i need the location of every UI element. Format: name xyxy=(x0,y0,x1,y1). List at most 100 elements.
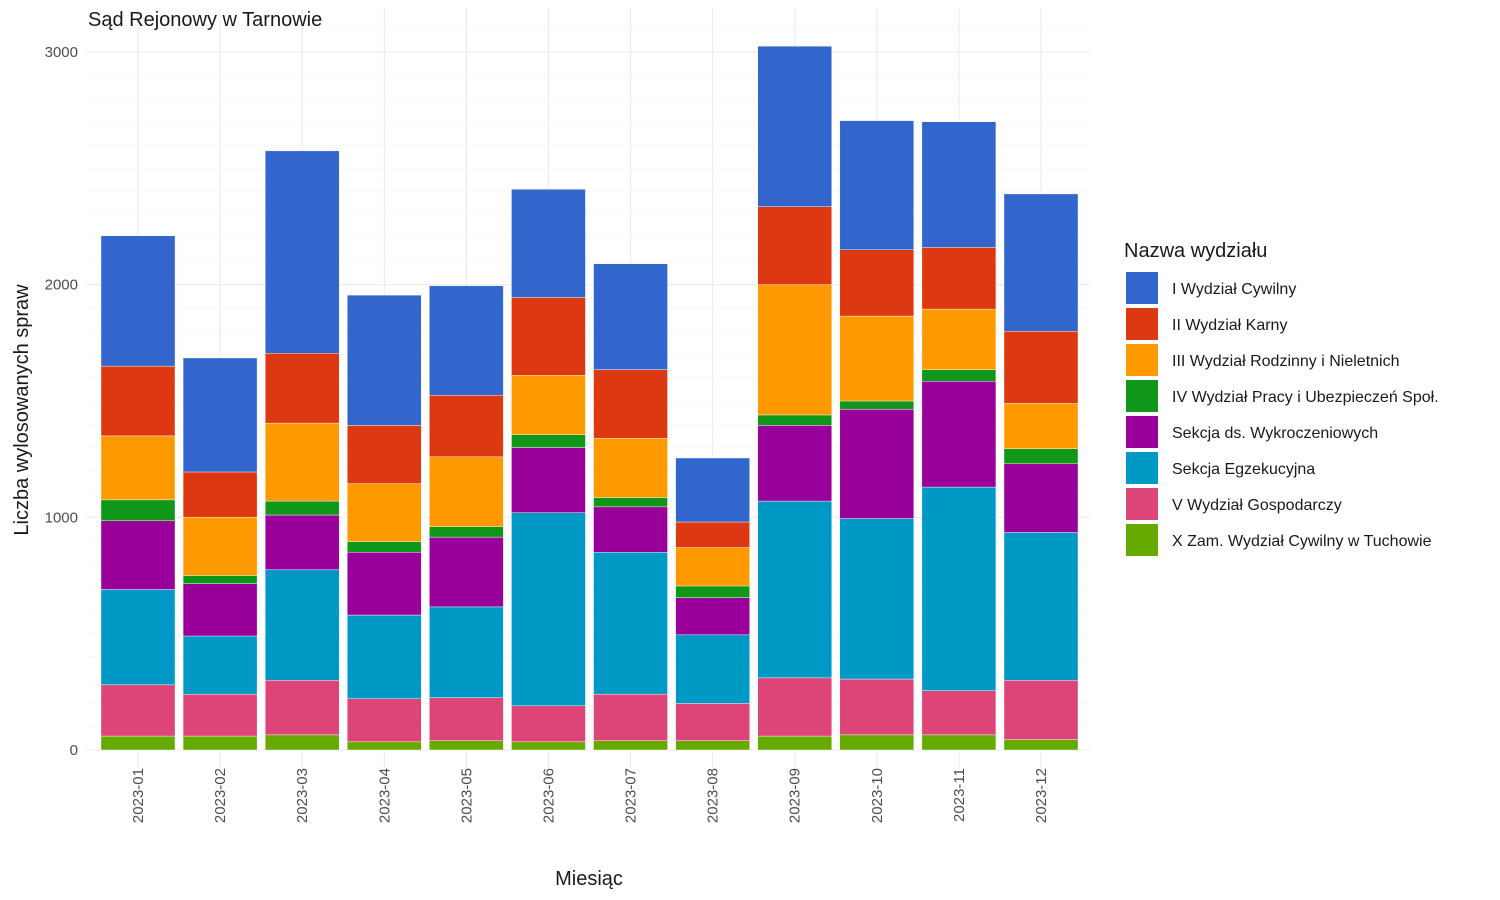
bar-segment xyxy=(839,315,915,402)
x-tick-label: 2023-06 xyxy=(540,768,557,823)
bar-segment xyxy=(675,457,750,523)
bar-segment xyxy=(1003,403,1079,449)
bar-segment xyxy=(757,425,832,502)
bar-segment xyxy=(1003,532,1079,681)
legend-label: Sekcja Egzekucyjna xyxy=(1172,461,1315,478)
x-tick-label: 2023-05 xyxy=(458,768,475,823)
bar-segment xyxy=(675,740,750,751)
y-axis-title: Liczba wylosowanych spraw xyxy=(11,284,33,536)
bar-segment xyxy=(757,206,832,285)
y-axis: 0 1000 2000 3000 xyxy=(45,44,78,759)
x-tick-label: 2023-03 xyxy=(294,768,311,823)
bar-segment xyxy=(429,526,504,538)
bar-segment xyxy=(675,521,750,548)
bar-segment xyxy=(429,606,504,698)
legend-label: X Zam. Wydział Cywilny w Tuchowie xyxy=(1172,533,1432,550)
bar-segment xyxy=(100,435,176,501)
bar-segment xyxy=(593,693,668,741)
bar-segment xyxy=(511,375,586,435)
x-axis-title: Miesiąc xyxy=(555,868,623,890)
bar-segment xyxy=(921,690,997,736)
bar-segment xyxy=(264,569,340,681)
bar-segment xyxy=(675,597,750,636)
x-tick-label: 2023-07 xyxy=(623,768,640,823)
bar-segment xyxy=(757,284,832,416)
bar-segment xyxy=(593,506,668,553)
legend-key xyxy=(1126,488,1158,520)
bar-segment xyxy=(100,499,176,522)
bar-segment xyxy=(429,394,504,458)
bar-segment xyxy=(264,422,340,502)
x-axis: 2023-01 2023-02 2023-03 2023-04 2023-05 2023-… xyxy=(130,768,1050,823)
x-tick-label: 2023-02 xyxy=(212,768,229,823)
legend-label: II Wydział Karny xyxy=(1172,317,1287,334)
bar-segment xyxy=(264,680,340,736)
bar-segment xyxy=(511,705,586,743)
bar-segment xyxy=(511,447,586,513)
bar-segment xyxy=(921,369,997,382)
bar-segment xyxy=(429,697,504,741)
bar-segment xyxy=(1003,193,1079,332)
x-tick-label: 2023-01 xyxy=(130,768,147,823)
x-tick-label: 2023-09 xyxy=(787,768,804,823)
bar-segment xyxy=(347,552,422,616)
bar-segment xyxy=(182,575,258,584)
bar-segment xyxy=(593,497,668,508)
bar-segment xyxy=(100,589,176,686)
bar-segment xyxy=(264,150,340,354)
legend-key xyxy=(1126,452,1158,484)
bar-segment xyxy=(347,741,422,751)
bar-segment xyxy=(347,614,422,700)
bar-segment xyxy=(1003,463,1079,533)
bar-segment xyxy=(347,483,422,542)
bar-segment xyxy=(757,677,832,737)
x-tick-label: 2023-12 xyxy=(1033,768,1050,823)
bar-segment xyxy=(511,512,586,706)
bar-segment xyxy=(429,536,504,608)
bar-segment xyxy=(182,583,258,637)
bar-segment xyxy=(1003,739,1079,751)
bar-segment xyxy=(100,235,176,367)
bar-segment xyxy=(757,735,832,751)
bar-segment xyxy=(511,741,586,751)
legend-key xyxy=(1126,524,1158,556)
bar-segment xyxy=(182,735,258,751)
x-tick-label: 2023-08 xyxy=(705,768,722,823)
bar-segment xyxy=(675,585,750,598)
bar-segment xyxy=(839,678,915,736)
bar-segment xyxy=(182,471,258,518)
legend-key xyxy=(1126,308,1158,340)
bar-segment xyxy=(839,408,915,519)
bar-segment xyxy=(264,514,340,570)
bar-segment xyxy=(429,456,504,527)
bar-segment xyxy=(429,285,504,396)
legend-label: I Wydział Cywilny xyxy=(1172,281,1296,298)
legend-key xyxy=(1126,380,1158,412)
bar-segment xyxy=(347,698,422,743)
y-tick-label: 1000 xyxy=(45,509,78,526)
bar-segment xyxy=(757,500,832,679)
bar-segment xyxy=(839,249,915,317)
bar-segment xyxy=(264,734,340,751)
bar-segment xyxy=(347,541,422,553)
bar-segment xyxy=(593,438,668,498)
bar-segment xyxy=(921,247,997,310)
bar-segment xyxy=(264,500,340,516)
legend-label: Sekcja ds. Wykroczeniowych xyxy=(1172,425,1378,442)
bar-segment xyxy=(921,308,997,370)
bar-segment xyxy=(264,353,340,424)
bar-segment xyxy=(839,518,915,680)
bar-segment xyxy=(182,357,258,473)
bar-segment xyxy=(100,520,176,590)
x-tick-label: 2023-10 xyxy=(869,768,886,823)
bar-segment xyxy=(839,734,915,751)
bar-segment xyxy=(675,703,750,741)
bar-segment xyxy=(347,294,422,426)
bar-segment xyxy=(1003,331,1079,404)
legend-key xyxy=(1126,272,1158,304)
bar-segment xyxy=(429,740,504,751)
chart-title: Sąd Rejonowy w Tarnowie xyxy=(88,9,322,31)
bar-segment xyxy=(182,693,258,737)
bar-segment xyxy=(757,414,832,426)
